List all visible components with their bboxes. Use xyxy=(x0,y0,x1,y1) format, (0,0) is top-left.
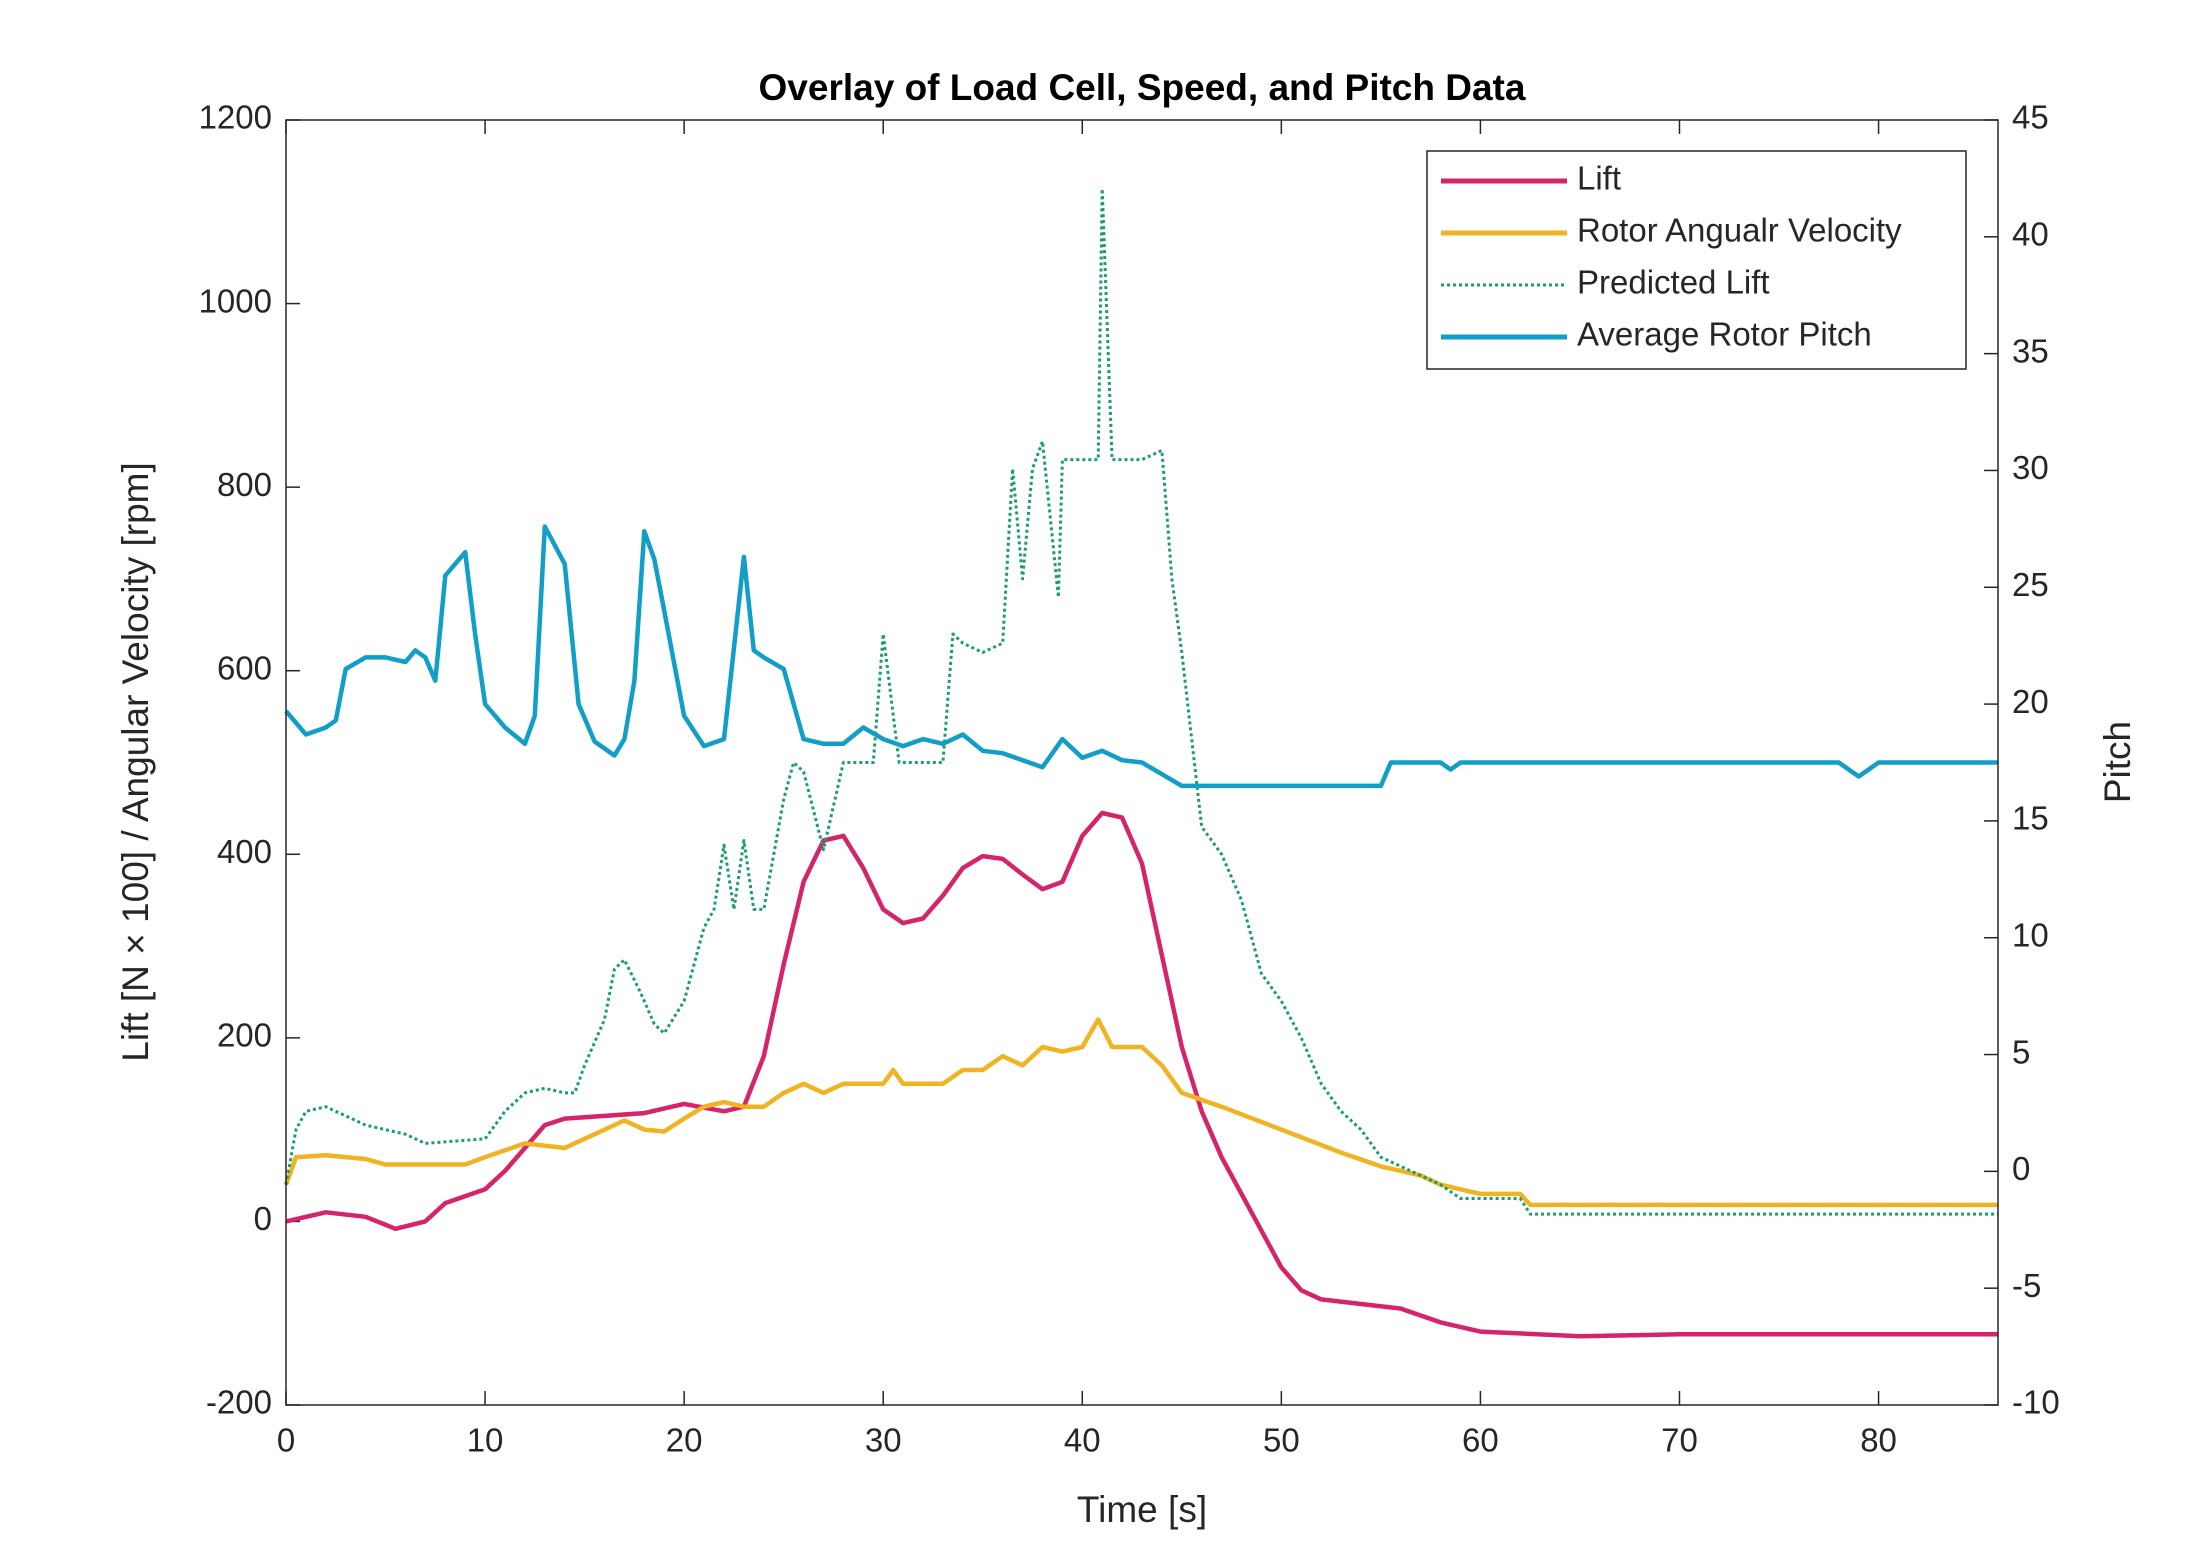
x-tick-label: 70 xyxy=(1661,1422,1698,1459)
y-tick-label: 200 xyxy=(217,1017,272,1054)
y2-tick-label: 35 xyxy=(2012,332,2049,369)
y2-tick-label: -10 xyxy=(2012,1384,2060,1421)
legend-label: Average Rotor Pitch xyxy=(1577,316,1872,353)
y-tick-label: 0 xyxy=(254,1200,272,1237)
y2-tick-label: 20 xyxy=(2012,683,2049,720)
x-tick-label: 80 xyxy=(1860,1422,1897,1459)
x-tick-label: 40 xyxy=(1064,1422,1101,1459)
y-tick-label: 1200 xyxy=(199,99,272,136)
legend-label: Rotor Angualr Velocity xyxy=(1577,212,1902,249)
x-axis-label: Time [s] xyxy=(1077,1489,1207,1530)
plot-frame xyxy=(285,119,1999,1406)
legend-label: Predicted Lift xyxy=(1577,264,1770,301)
x-tick-label: 20 xyxy=(666,1422,703,1459)
series-line xyxy=(284,187,1998,1216)
y-tick-label: 400 xyxy=(217,833,272,870)
y2-tick-label: 0 xyxy=(2012,1150,2030,1187)
y2-tick-label: 5 xyxy=(2012,1033,2030,1070)
y2-tick-label: 30 xyxy=(2012,449,2049,486)
y-tick-label: 600 xyxy=(217,649,272,686)
y2-tick-label: 25 xyxy=(2012,566,2049,603)
x-tick-label: 0 xyxy=(277,1422,295,1459)
y2-tick-label: 40 xyxy=(2012,216,2049,253)
x-tick-label: 30 xyxy=(865,1422,902,1459)
y-tick-label: 800 xyxy=(217,466,272,503)
series-line xyxy=(284,524,1998,789)
series-line xyxy=(285,810,1998,1339)
y-tick-label: -200 xyxy=(206,1384,272,1421)
chart-title: Overlay of Load Cell, Speed, and Pitch D… xyxy=(759,67,1526,108)
y2-axis-label: Pitch xyxy=(2097,721,2138,803)
y2-tick-label: 15 xyxy=(2012,800,2049,837)
y2-tick-label: 10 xyxy=(2012,916,2049,953)
y2-tick-label: 45 xyxy=(2012,99,2049,136)
legend-label: Lift xyxy=(1577,160,1621,197)
x-tick-label: 50 xyxy=(1263,1422,1300,1459)
y2-tick-label: -5 xyxy=(2012,1267,2041,1304)
x-tick-label: 10 xyxy=(467,1422,504,1459)
x-tick-label: 60 xyxy=(1462,1422,1499,1459)
y-tick-label: 1000 xyxy=(199,282,272,319)
y-axis-label: Lift [N × 100] / Angular Velocity [rpm] xyxy=(115,462,156,1062)
series-line xyxy=(283,1017,1998,1208)
legend-box xyxy=(1426,150,1967,370)
